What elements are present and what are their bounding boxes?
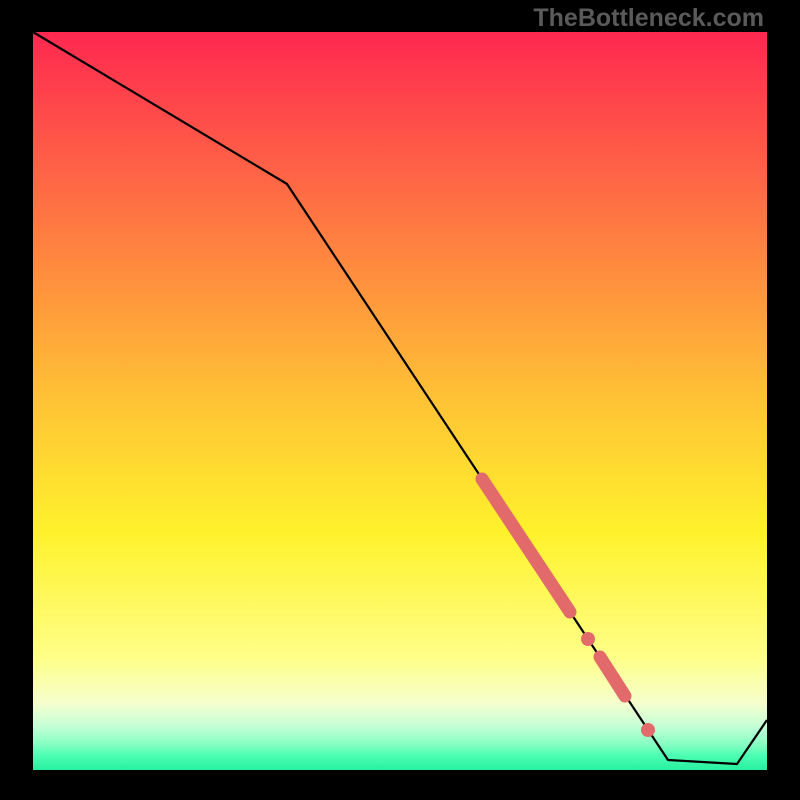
plot-area [33,32,767,770]
watermark-text: TheBottleneck.com [533,4,764,33]
chart-container: TheBottleneck.com [0,0,800,800]
